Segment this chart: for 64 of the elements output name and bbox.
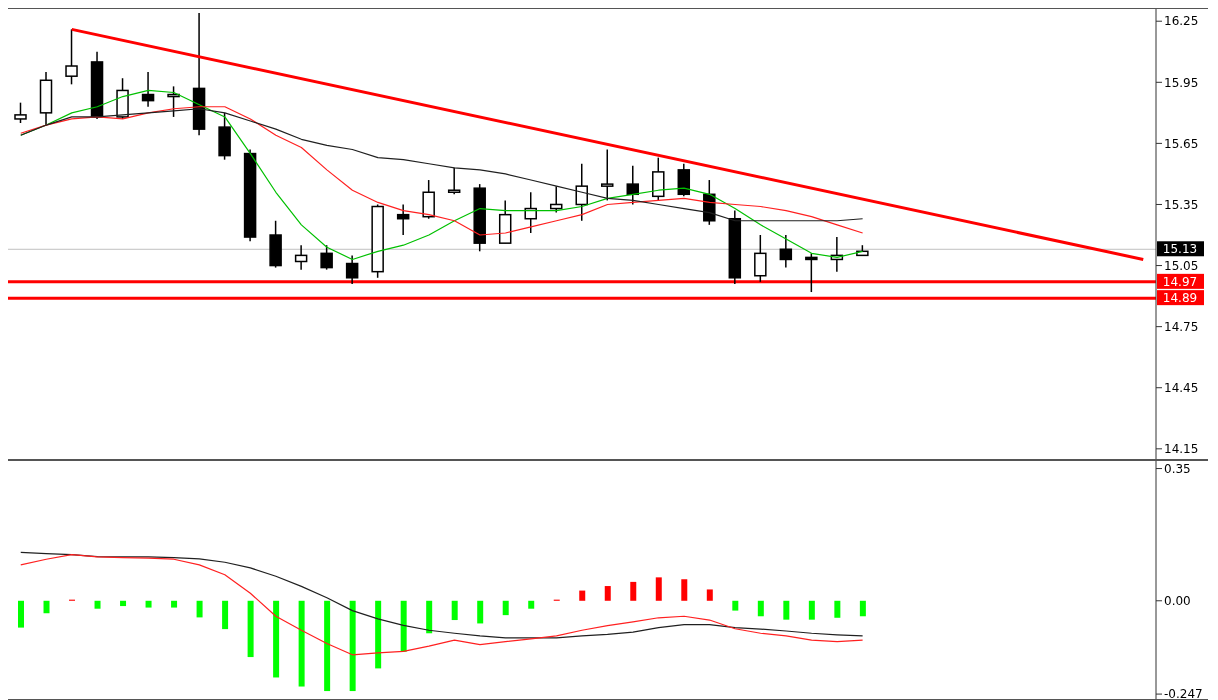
line-series [20,554,864,656]
y-tick-label: 0.35 [1164,461,1191,476]
candlestick [754,234,767,283]
ref-line-label: 14.89 [1162,291,1198,306]
candlestick [14,101,27,124]
candlestick [524,191,537,234]
bar [604,586,611,601]
candlestick [626,165,640,206]
bar [859,600,866,617]
bar [732,600,739,611]
y-tick-label: 15.35 [1164,197,1199,212]
candlestick [320,244,333,271]
y-tick-label: 15.95 [1164,75,1199,90]
bar [349,600,356,692]
candlestick [779,234,793,269]
line-series [20,551,864,639]
bar [834,600,841,618]
bar [375,600,382,669]
bar [273,600,280,678]
candlestick [575,163,588,222]
bar [808,600,815,620]
bar [655,577,662,601]
candlestick [549,185,563,214]
bar [757,600,764,617]
y-tick-label: 16.25 [1164,14,1199,29]
bar [222,600,229,630]
y-tick-label: 14.75 [1164,319,1199,334]
bar [502,600,509,616]
candlestick [447,167,461,196]
y-tick-label: -0.247 [1164,687,1203,700]
candlestick [601,148,614,202]
candlestick [65,28,78,86]
bar [171,600,178,608]
candlestick [294,244,308,271]
bar [681,579,688,601]
bar [298,600,305,687]
y-tick-label: 15.05 [1164,258,1199,273]
bar [120,600,127,607]
ref-line-label: 15.13 [1162,242,1198,257]
candlestick [141,71,155,108]
y-tick-label: 0.00 [1164,594,1191,609]
y-tick-label: 15.65 [1164,136,1199,151]
candlestick [805,252,818,293]
bar [783,600,790,620]
candlestick [396,203,410,236]
bar [43,600,50,614]
bar [477,600,484,624]
bar [324,600,331,692]
bar [18,600,24,628]
bar [426,600,433,634]
bar [400,600,407,652]
y-tick-label: 14.15 [1164,442,1199,457]
y-tick-label: 14.45 [1164,380,1199,395]
bar [579,590,586,601]
bar [145,600,152,608]
bar [196,600,203,618]
candlestick [345,254,359,285]
bar [528,600,535,609]
bar [451,600,458,621]
ref-line-label: 14.97 [1162,274,1198,289]
bar [706,589,713,601]
bar [94,600,101,609]
bar [247,600,254,658]
bar [630,581,637,601]
